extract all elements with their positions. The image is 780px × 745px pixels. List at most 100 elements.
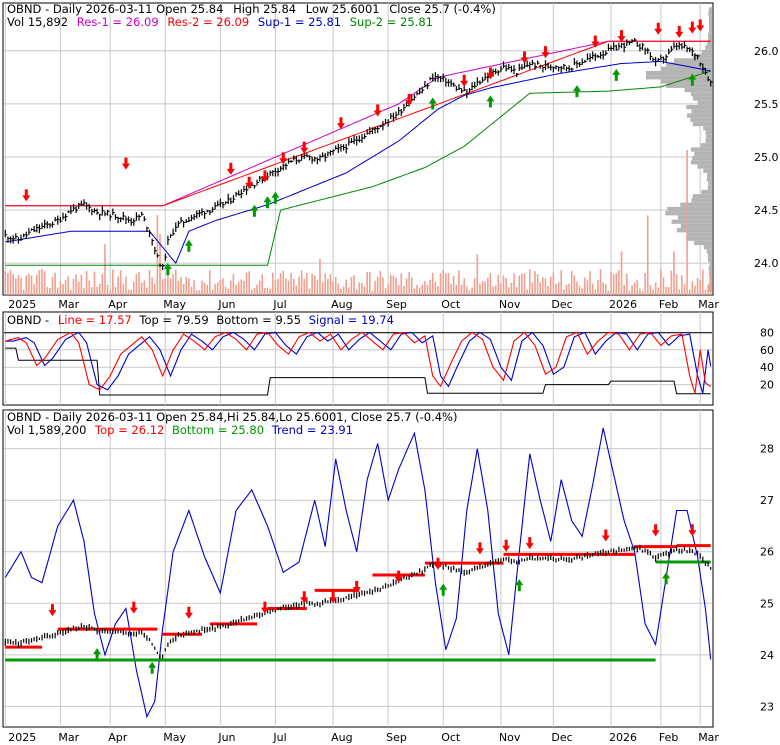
volume-bar [405, 278, 408, 295]
volume-bar [510, 282, 513, 295]
price-header-sup1: Sup-1 = 25.81 [258, 15, 341, 29]
volume-bar [51, 276, 54, 295]
volume-bar [303, 278, 306, 295]
price-x-tick-label: Aug [331, 298, 352, 311]
volume-bar [542, 277, 544, 295]
volume-profile-bar [687, 232, 712, 237]
sell-arrow [654, 22, 663, 35]
volume-bar [673, 251, 675, 295]
volume-bar [49, 288, 51, 295]
volume-bar [209, 269, 211, 295]
volume-bar [670, 270, 673, 295]
volume-bar [227, 288, 229, 295]
volume-profile-bar [676, 228, 712, 233]
sell-arrow [541, 46, 550, 59]
volume-bar [591, 283, 594, 295]
volume-bar [85, 271, 88, 295]
volume-bar [599, 269, 602, 295]
volume-bar [119, 270, 122, 295]
support-resistance-lines [5, 40, 711, 266]
volume-bar [75, 274, 77, 295]
volume-bar [327, 278, 329, 295]
volume-profile-bar [691, 198, 712, 203]
volume-bar [704, 289, 707, 295]
price-header-res1: Res-1 = 26.09 [77, 15, 159, 29]
volume-bar [348, 287, 350, 295]
volume-profile-bar [708, 24, 712, 29]
volume-bar [345, 279, 347, 295]
volume-profile-bar [705, 130, 712, 135]
volume-bar [237, 281, 240, 295]
volume-bar [319, 258, 321, 295]
trend-x-tick-label: May [163, 731, 186, 744]
stochastic-lines [4, 331, 712, 396]
volume-bar [421, 284, 424, 295]
volume-profile-bar [707, 32, 712, 37]
volume-bar [109, 290, 111, 295]
volume-bar [410, 277, 413, 295]
buy-arrow [612, 68, 621, 81]
volume-bar [222, 278, 224, 295]
volume-bar [248, 271, 250, 295]
volume-bar [429, 279, 431, 295]
volume-profile-bar [691, 147, 712, 152]
volume-bar [471, 287, 473, 295]
volume-profile-bar [701, 49, 712, 54]
volume-bar [151, 277, 153, 295]
volume-bar [594, 289, 597, 295]
trend-sell-arrow [525, 537, 534, 550]
sell-arrow [260, 170, 269, 183]
volume-bar [374, 280, 376, 295]
volume-profile-bar [708, 266, 712, 271]
volume-bar [641, 290, 644, 295]
stochastic-header: OBND - Line = 17.57 Top = 79.59 Bottom =… [7, 313, 394, 327]
volume-bar [125, 276, 127, 295]
volume-bar [30, 275, 33, 295]
volume-bar [285, 278, 287, 295]
buy-arrow [184, 239, 193, 252]
price-y-tick-label: 25.0 [754, 151, 779, 164]
volume-bar [20, 277, 22, 295]
stochastic-signal-line [5, 331, 712, 394]
volume-bar [605, 283, 607, 295]
volume-profile-bar [707, 253, 712, 258]
volume-bar [214, 284, 216, 295]
volume-profile-bar [646, 70, 712, 76]
price-x-tick-label: 2025 [8, 298, 36, 311]
trend-x-tick-label: Feb [659, 731, 678, 744]
trend-buy-arrow [439, 583, 448, 596]
volume-bar [4, 271, 7, 295]
trend-x-tick-label: Apr [108, 731, 128, 744]
volume-profile-bar [697, 164, 712, 169]
volume-profile-bar [691, 109, 712, 114]
trend-sell-arrow [184, 606, 193, 619]
volume-bar [439, 273, 442, 295]
volume-bar [675, 274, 678, 295]
volume-bar [455, 285, 458, 295]
volume-bar [681, 275, 683, 295]
volume-bar [295, 285, 298, 295]
volume-profile-bar [661, 66, 712, 71]
volume-bar [329, 274, 332, 295]
volume-bar [466, 286, 468, 295]
volume-bar [182, 284, 185, 295]
volume-bar [353, 275, 355, 295]
volume-profile-bar [686, 236, 712, 241]
volume-profile-bar [703, 245, 712, 250]
volume-bar [565, 284, 568, 295]
price-header-vol: Vol 15,892 [7, 15, 68, 29]
trend-sell-arrow [352, 580, 361, 593]
volume-profile-bar [708, 7, 712, 12]
trend-sell-arrow [601, 529, 610, 542]
volume-bar [437, 286, 439, 295]
volume-profile-bar [708, 15, 712, 20]
buy-arrow [163, 263, 172, 276]
volume-bar [431, 272, 434, 295]
volume-bar [589, 270, 591, 295]
volume-bar [261, 274, 264, 295]
volume-bar [683, 284, 686, 295]
volume-profile-bar [690, 92, 712, 97]
volume-bar [56, 287, 59, 295]
price-x-tick-label: Oct [441, 298, 461, 311]
volume-bar [678, 289, 681, 295]
